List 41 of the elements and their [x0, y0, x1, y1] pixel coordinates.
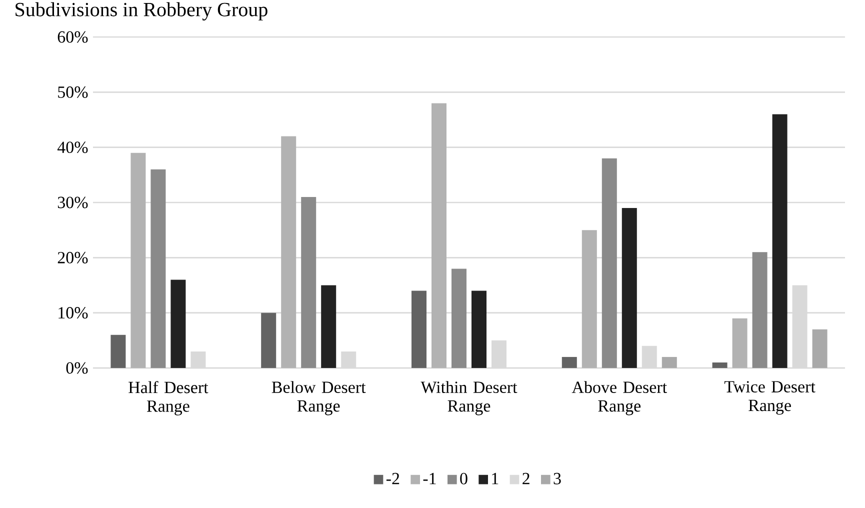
- bar: [452, 268, 466, 368]
- y-tick-label: 20%: [58, 252, 88, 264]
- y-tick-label: 0%: [66, 362, 88, 374]
- chart-title: Subdivisions in Robbery Group: [16, 2, 268, 20]
- bar: [732, 318, 748, 368]
- legend-label: -2: [386, 472, 400, 484]
- bar: [150, 169, 166, 368]
- x-tick-label: Twice Desert Range: [724, 381, 816, 415]
- legend-label: 2: [522, 472, 530, 484]
- y-tick-label: 50%: [58, 86, 88, 98]
- bar: [170, 280, 186, 368]
- x-tick-label: Within Desert Range: [420, 381, 518, 416]
- y-tick-label: 10%: [58, 307, 88, 319]
- legend-label: 3: [554, 472, 561, 484]
- legend-label: 1: [492, 472, 498, 484]
- x-tick-label: Half Desert Range: [128, 381, 208, 416]
- x-tick-label: Below Desert Range: [272, 381, 366, 416]
- bar: [301, 196, 316, 368]
- bar: [110, 334, 126, 368]
- bar: [412, 290, 426, 368]
- bar: [712, 362, 728, 368]
- y-tick-label: 40%: [57, 142, 88, 154]
- bar: [261, 312, 276, 368]
- bar: [281, 136, 296, 368]
- bar: [622, 208, 637, 368]
- y-tick-label: 30%: [58, 196, 88, 208]
- legend-label: -1: [423, 472, 436, 484]
- bar: [432, 103, 446, 368]
- bar: [812, 329, 828, 368]
- bar: [130, 152, 146, 368]
- bar: [752, 252, 768, 368]
- bar: [582, 230, 597, 368]
- bar: [321, 285, 336, 368]
- bar: [472, 290, 486, 368]
- x-tick-label: Above Desert Range: [572, 381, 667, 416]
- legend-label: 0: [460, 472, 468, 484]
- bar: [662, 356, 677, 368]
- y-tick-label: 60%: [58, 31, 88, 43]
- bar: [772, 114, 788, 368]
- bar: [602, 158, 617, 368]
- bar: [562, 356, 577, 368]
